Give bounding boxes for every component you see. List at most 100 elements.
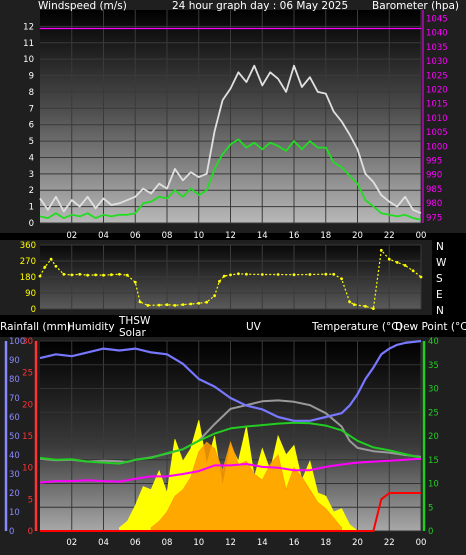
weather-x-tick: 22	[384, 538, 395, 548]
rainfall-axis-label: Rainfall (mm)	[0, 321, 71, 333]
direction-y-tick: 90	[25, 289, 36, 299]
wind-y-tick: 0	[29, 219, 34, 229]
dewpoint-axis-label: Dew Point (°C)	[395, 321, 466, 333]
barometer-y-tick: 990	[426, 171, 442, 181]
direction-point	[165, 303, 169, 307]
direction-label-s: S	[436, 273, 443, 285]
wind-x-tick: 10	[193, 231, 204, 241]
thsw-label: THSW	[118, 315, 151, 327]
rain-y-tick: 10	[9, 508, 20, 518]
rain-y-tick: 20	[9, 489, 20, 499]
temperature-y-tick: 20	[428, 432, 439, 442]
rain-y-tick: 70	[9, 394, 20, 404]
barometer-y-tick: 980	[426, 199, 442, 209]
rain-y-tick: 90	[9, 356, 20, 366]
weather-x-tick: 18	[320, 538, 331, 548]
solar-label: Solar	[119, 327, 146, 339]
direction-point	[157, 303, 161, 307]
rain-y-tick: 80	[9, 375, 20, 385]
grid-lines	[40, 10, 422, 532]
direction-y-tick: 270	[20, 257, 36, 267]
wind-y-tick: 3	[29, 170, 34, 180]
direction-point	[118, 272, 121, 276]
wind-x-tick: 04	[98, 231, 109, 241]
uv-y-tick: 0	[28, 527, 33, 537]
barometer-axis-label: Barometer (hpa)	[372, 0, 459, 12]
direction-point	[372, 307, 375, 310]
direction-label-n-bottom: N	[436, 305, 444, 317]
barometer-y-tick: 1015	[426, 100, 448, 110]
rain-y-tick: 40	[9, 451, 20, 461]
temperature-series-line	[39, 457, 422, 484]
barometer-y-tick: 1030	[426, 57, 448, 67]
direction-y-tick: 0	[31, 305, 36, 315]
rain-y-tick: 50	[9, 432, 20, 442]
humidity-label: Humidity	[67, 321, 115, 333]
barometer-y-tick: 1020	[426, 86, 448, 96]
series-layer	[38, 27, 423, 532]
wind-x-tick: 12	[225, 231, 236, 241]
temperature-y-tick: 35	[428, 361, 439, 371]
direction-point	[110, 273, 113, 277]
temperature-y-tick: 15	[428, 456, 439, 466]
direction-point	[197, 301, 201, 305]
wind-y-tick: 8	[29, 88, 34, 98]
barometer-y-tick: 985	[426, 185, 442, 195]
uv-y-tick: 10	[22, 464, 33, 474]
temperature-y-tick: 5	[428, 503, 433, 513]
wind-y-tick: 7	[29, 104, 34, 114]
wind-y-tick: 10	[23, 55, 34, 65]
direction-label-w: W	[436, 257, 447, 269]
barometer-y-tick: 995	[426, 157, 442, 167]
weather-x-tick: 12	[225, 538, 236, 548]
weather-x-tick: 04	[98, 538, 109, 548]
barometer-y-tick: 1010	[426, 114, 448, 124]
temperature-y-tick: 0	[428, 527, 433, 537]
direction-point	[181, 303, 185, 306]
temperature-y-tick: 40	[428, 337, 439, 347]
wind-x-tick: 02	[66, 231, 77, 241]
wind-x-tick: 06	[130, 231, 141, 241]
direction-point	[173, 304, 177, 307]
barometer-y-tick: 975	[426, 213, 442, 223]
rain-y-tick: 30	[9, 470, 20, 480]
wind-x-tick: 14	[257, 231, 268, 241]
uv-label: UV	[246, 321, 262, 333]
wind-x-tick: 16	[289, 231, 300, 241]
barometer-y-tick: 1000	[426, 142, 448, 152]
direction-trace	[39, 248, 422, 310]
barometer-y-tick: 1005	[426, 128, 448, 138]
rain-y-tick: 60	[9, 413, 20, 423]
thsw-series-line	[39, 399, 422, 464]
barometer-y-tick: 1035	[426, 43, 448, 53]
wind-y-tick: 2	[29, 186, 34, 196]
wind-y-tick: 1	[29, 203, 34, 213]
tick-labels: 0123456789101112975980985990995100010051…	[9, 15, 448, 548]
direction-point	[189, 302, 193, 306]
direction-point	[146, 304, 150, 307]
wind-y-tick: 11	[23, 39, 34, 49]
rain-y-tick: 100	[9, 337, 25, 347]
weather-x-tick: 10	[193, 538, 204, 548]
uv-y-tick: 15	[22, 432, 33, 442]
weather-x-tick: 08	[162, 538, 173, 548]
wind-x-tick: 22	[384, 231, 395, 241]
temperature-y-tick: 25	[428, 408, 439, 418]
barometer-y-tick: 1045	[426, 15, 448, 25]
direction-y-tick: 180	[20, 273, 36, 283]
barometer-y-tick: 1025	[426, 71, 448, 81]
direction-label-e: E	[436, 289, 443, 301]
direction-y-tick: 360	[20, 241, 36, 251]
uv-y-tick: 25	[22, 369, 33, 379]
wind-x-tick: 18	[320, 231, 331, 241]
weather-x-tick: 16	[289, 538, 300, 548]
graph-title: 24 hour graph day : 06 May 2025	[172, 0, 348, 12]
rain-y-tick: 0	[9, 527, 14, 537]
weather-x-tick: 06	[130, 538, 141, 548]
windspeed-series-line	[39, 138, 422, 221]
uv-y-tick: 30	[22, 337, 33, 347]
gust-series-line	[39, 64, 422, 215]
direction-label-n-top: N	[436, 241, 444, 253]
rain-series-line	[40, 492, 421, 532]
humidity-series-line	[39, 339, 422, 422]
